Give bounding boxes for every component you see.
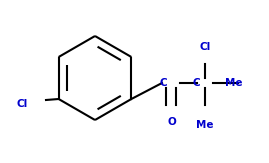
Text: C: C xyxy=(159,78,167,88)
Text: Me: Me xyxy=(196,120,214,130)
Text: Cl: Cl xyxy=(199,42,211,52)
Text: Me: Me xyxy=(225,78,242,88)
Text: O: O xyxy=(168,117,176,127)
Text: Cl: Cl xyxy=(16,99,28,109)
Text: C: C xyxy=(192,78,200,88)
